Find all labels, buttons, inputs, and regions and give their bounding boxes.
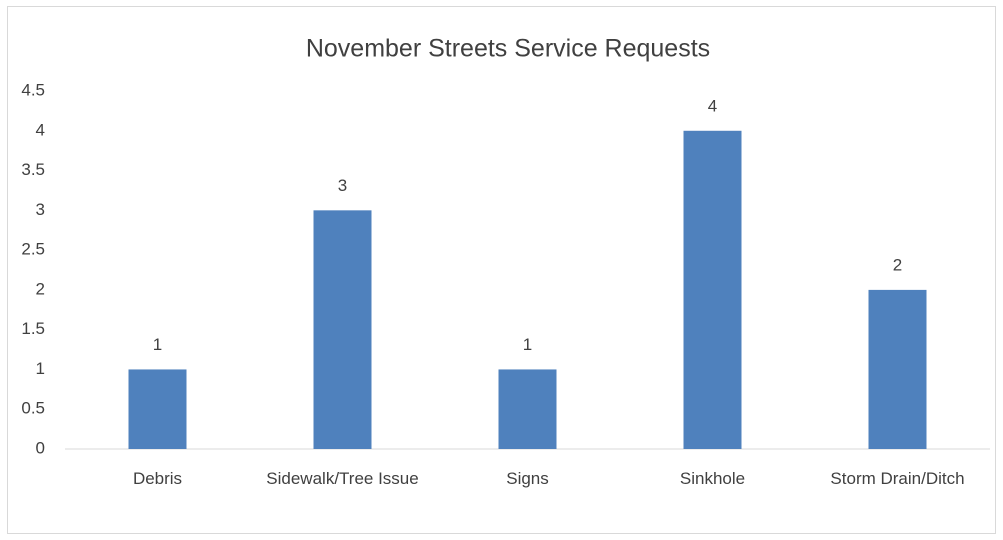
data-label: 1 [523,335,532,354]
y-tick-label: 1.5 [21,319,45,338]
y-tick-label: 0.5 [21,399,45,418]
bar [683,130,742,449]
data-label: 4 [708,96,717,115]
y-tick-label: 3 [36,200,45,219]
data-label: 1 [153,335,162,354]
y-tick-label: 3.5 [21,160,45,179]
y-tick-label: 4 [36,120,45,139]
bar [498,369,557,449]
y-tick-label: 2 [36,279,45,298]
y-tick-label: 2.5 [21,240,45,259]
y-tick-label: 1 [36,359,45,378]
y-tick-label: 0 [36,438,45,457]
bar [868,289,927,449]
x-tick-label: Debris [132,469,183,488]
x-tick-label: Sidewalk/Tree Issue [266,469,419,488]
bar [128,369,187,449]
bar [313,210,372,449]
data-label: 2 [893,255,902,274]
chart-border [7,6,996,534]
data-label: 3 [338,176,347,195]
chart-title: November Streets Service Requests [306,35,710,63]
x-tick-label: Sinkhole [679,469,746,488]
x-tick-label: Signs [506,469,549,488]
x-tick-label: Storm Drain/Ditch [830,469,965,488]
y-tick-label: 4.5 [21,80,45,99]
